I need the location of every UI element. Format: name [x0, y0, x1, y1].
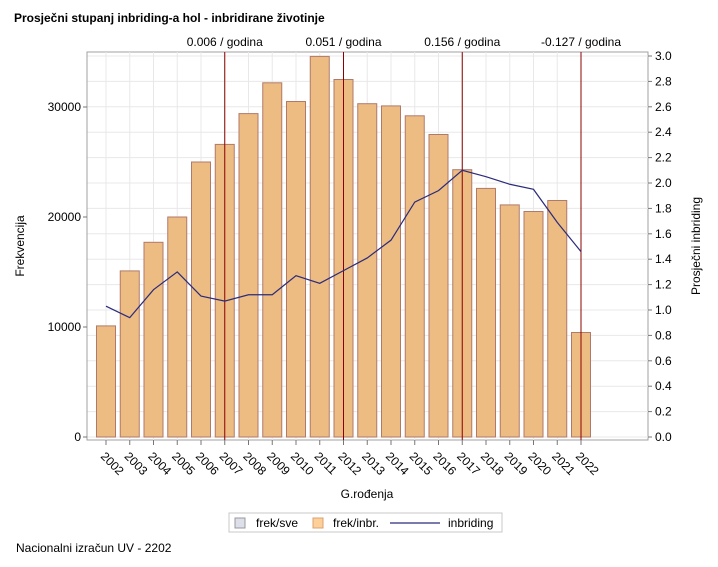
bar-2015 — [404, 115, 425, 438]
y2-tick-label: 2.4 — [655, 125, 672, 139]
legend-swatch-frek-sve — [234, 517, 246, 529]
x-axis-title: G.rođenja — [341, 487, 394, 501]
y2-tick-label: 0.4 — [655, 379, 672, 393]
y2-tick-label: 1.6 — [655, 227, 672, 241]
x-tick-label: 2020 — [525, 449, 554, 478]
reference-label-2017: 0.156 / godina — [424, 35, 500, 49]
x-tick-label: 2018 — [478, 449, 507, 478]
y2-tick-label: 2.0 — [655, 176, 672, 190]
bar-2019 — [499, 204, 520, 438]
y2-tick-label: 0.2 — [655, 405, 672, 419]
x-tick-label: 2012 — [335, 449, 364, 478]
y-axis-title: Frekvencija — [13, 215, 27, 277]
y2-tick-label: 2.2 — [655, 151, 672, 165]
bar-2008 — [238, 113, 259, 438]
bar-2002 — [96, 325, 116, 438]
chart-title: Prosječni stupanj inbriding-a hol - inbr… — [14, 11, 325, 25]
bar-2004 — [143, 241, 164, 438]
x-tick-label: 2019 — [502, 449, 531, 478]
legend-label-inbriding: inbriding — [448, 516, 493, 530]
x-tick-label: 2016 — [430, 449, 459, 478]
y2-tick-label: 3.0 — [655, 49, 672, 63]
x-tick-label: 2017 — [454, 449, 483, 478]
x-tick-label: 2005 — [169, 449, 198, 478]
bar-2021 — [547, 200, 568, 438]
bar-2011 — [309, 55, 330, 438]
y-tick-label: 20000 — [48, 210, 82, 224]
x-tick-label: 2010 — [288, 449, 317, 478]
y2-tick-label: 0.6 — [655, 354, 672, 368]
legend — [228, 512, 503, 533]
bar-2016 — [428, 134, 449, 438]
y2-tick-label: 2.8 — [655, 74, 672, 88]
x-tick-label: 2009 — [264, 449, 293, 478]
x-tick-label: 2006 — [193, 449, 222, 478]
bar-2010 — [286, 101, 306, 438]
legend-label-frek-sve: frek/sve — [256, 516, 298, 530]
bar-2014 — [381, 105, 401, 438]
x-tick-label: 2011 — [312, 449, 340, 477]
x-tick-label: 2015 — [407, 449, 436, 478]
bar-2003 — [119, 270, 140, 438]
y2-tick-label: 1.2 — [655, 278, 672, 292]
bar-2020 — [523, 211, 544, 438]
y2-axis-title: Prosječni inbriding — [689, 197, 703, 295]
y2-tick-label: 0.8 — [655, 328, 672, 342]
x-tick-label: 2002 — [98, 449, 127, 478]
legend-label-frek-inbr: frek/inbr. — [333, 516, 379, 530]
y-tick-label: 10000 — [48, 320, 82, 334]
footnote: Nacionalni izračun UV - 2202 — [16, 541, 172, 555]
y2-tick-label: 1.0 — [655, 303, 672, 317]
bar-2006 — [191, 161, 211, 438]
bar-2013 — [357, 103, 378, 438]
x-tick-label: 2013 — [359, 449, 388, 478]
y2-tick-label: 1.8 — [655, 201, 672, 215]
bar-2005 — [167, 216, 188, 438]
bar-2009 — [262, 82, 283, 438]
x-tick-label: 2003 — [122, 449, 151, 478]
x-tick-label: 2004 — [145, 449, 174, 478]
x-tick-label: 2022 — [573, 449, 602, 478]
x-tick-label: 2008 — [240, 449, 269, 478]
y2-tick-label: 1.4 — [655, 252, 672, 266]
y-tick-label: 0 — [74, 430, 81, 444]
reference-label-2012: 0.051 / godina — [305, 35, 381, 49]
x-tick-label: 2007 — [217, 449, 246, 478]
legend-swatch-frek-inbr — [312, 517, 324, 529]
reference-label-2022: -0.127 / godina — [541, 35, 621, 49]
y2-tick-label: 2.6 — [655, 100, 672, 114]
y2-tick-label: 0.0 — [655, 430, 672, 444]
reference-label-2007: 0.006 / godina — [187, 35, 263, 49]
bar-2018 — [476, 187, 496, 438]
x-tick-label: 2014 — [383, 449, 412, 478]
y-tick-label: 30000 — [48, 100, 82, 114]
x-tick-label: 2021 — [549, 449, 578, 478]
